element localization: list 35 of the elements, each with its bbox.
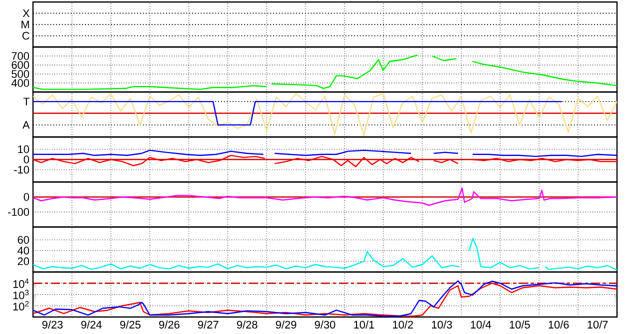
text: A [22,121,30,129]
x-tick-label: 10/1 [354,320,374,329]
y-tick-label: 60 [18,236,30,244]
y-tick-label: -10 [14,166,30,174]
x-tick-label: 9/28 [236,320,258,329]
x-tick-label: 10/2 [393,320,413,329]
y-tick-label: 700 [12,52,30,60]
y-tick-label: 20 [18,257,30,266]
y-tick-label: 0 [24,156,30,164]
x-tick-label: 10/3 [432,320,452,329]
x-tick-label: 9/29 [276,320,296,329]
x-tick-label: 9/26 [159,320,180,329]
x-tick-label: 9/23 [42,320,63,329]
text: T [23,98,30,106]
text: C [22,32,30,40]
x-tick-label: 10/6 [548,320,569,329]
y-tick-label: 0 [24,193,30,201]
x-tick-label: 10/7 [588,320,608,329]
x-tick-label: 10/5 [510,320,530,329]
x-tick-label: 9/27 [198,320,218,329]
y-tick-label: 10$^{4}$ [13,278,29,288]
y-tick-label: 400 [11,79,30,87]
x-tick-label: 10/4 [470,320,492,329]
x-tick-label: 9/30 [314,320,336,329]
y-tick-label: 10$^{3}$ [13,290,29,300]
text: M [22,20,29,28]
y-tick-label: 10$^{2}$ [13,301,29,310]
x-tick-label: 9/24 [81,320,102,329]
x-tick-label: 9/25 [120,320,141,329]
text: X [22,9,30,18]
y-tick-label: 40 [18,246,30,254]
y-tick-label: -100 [8,208,30,216]
y-tick-label: 500 [12,70,30,78]
y-tick-label: 600 [12,61,30,69]
y-tick-label: 10 [18,145,30,154]
